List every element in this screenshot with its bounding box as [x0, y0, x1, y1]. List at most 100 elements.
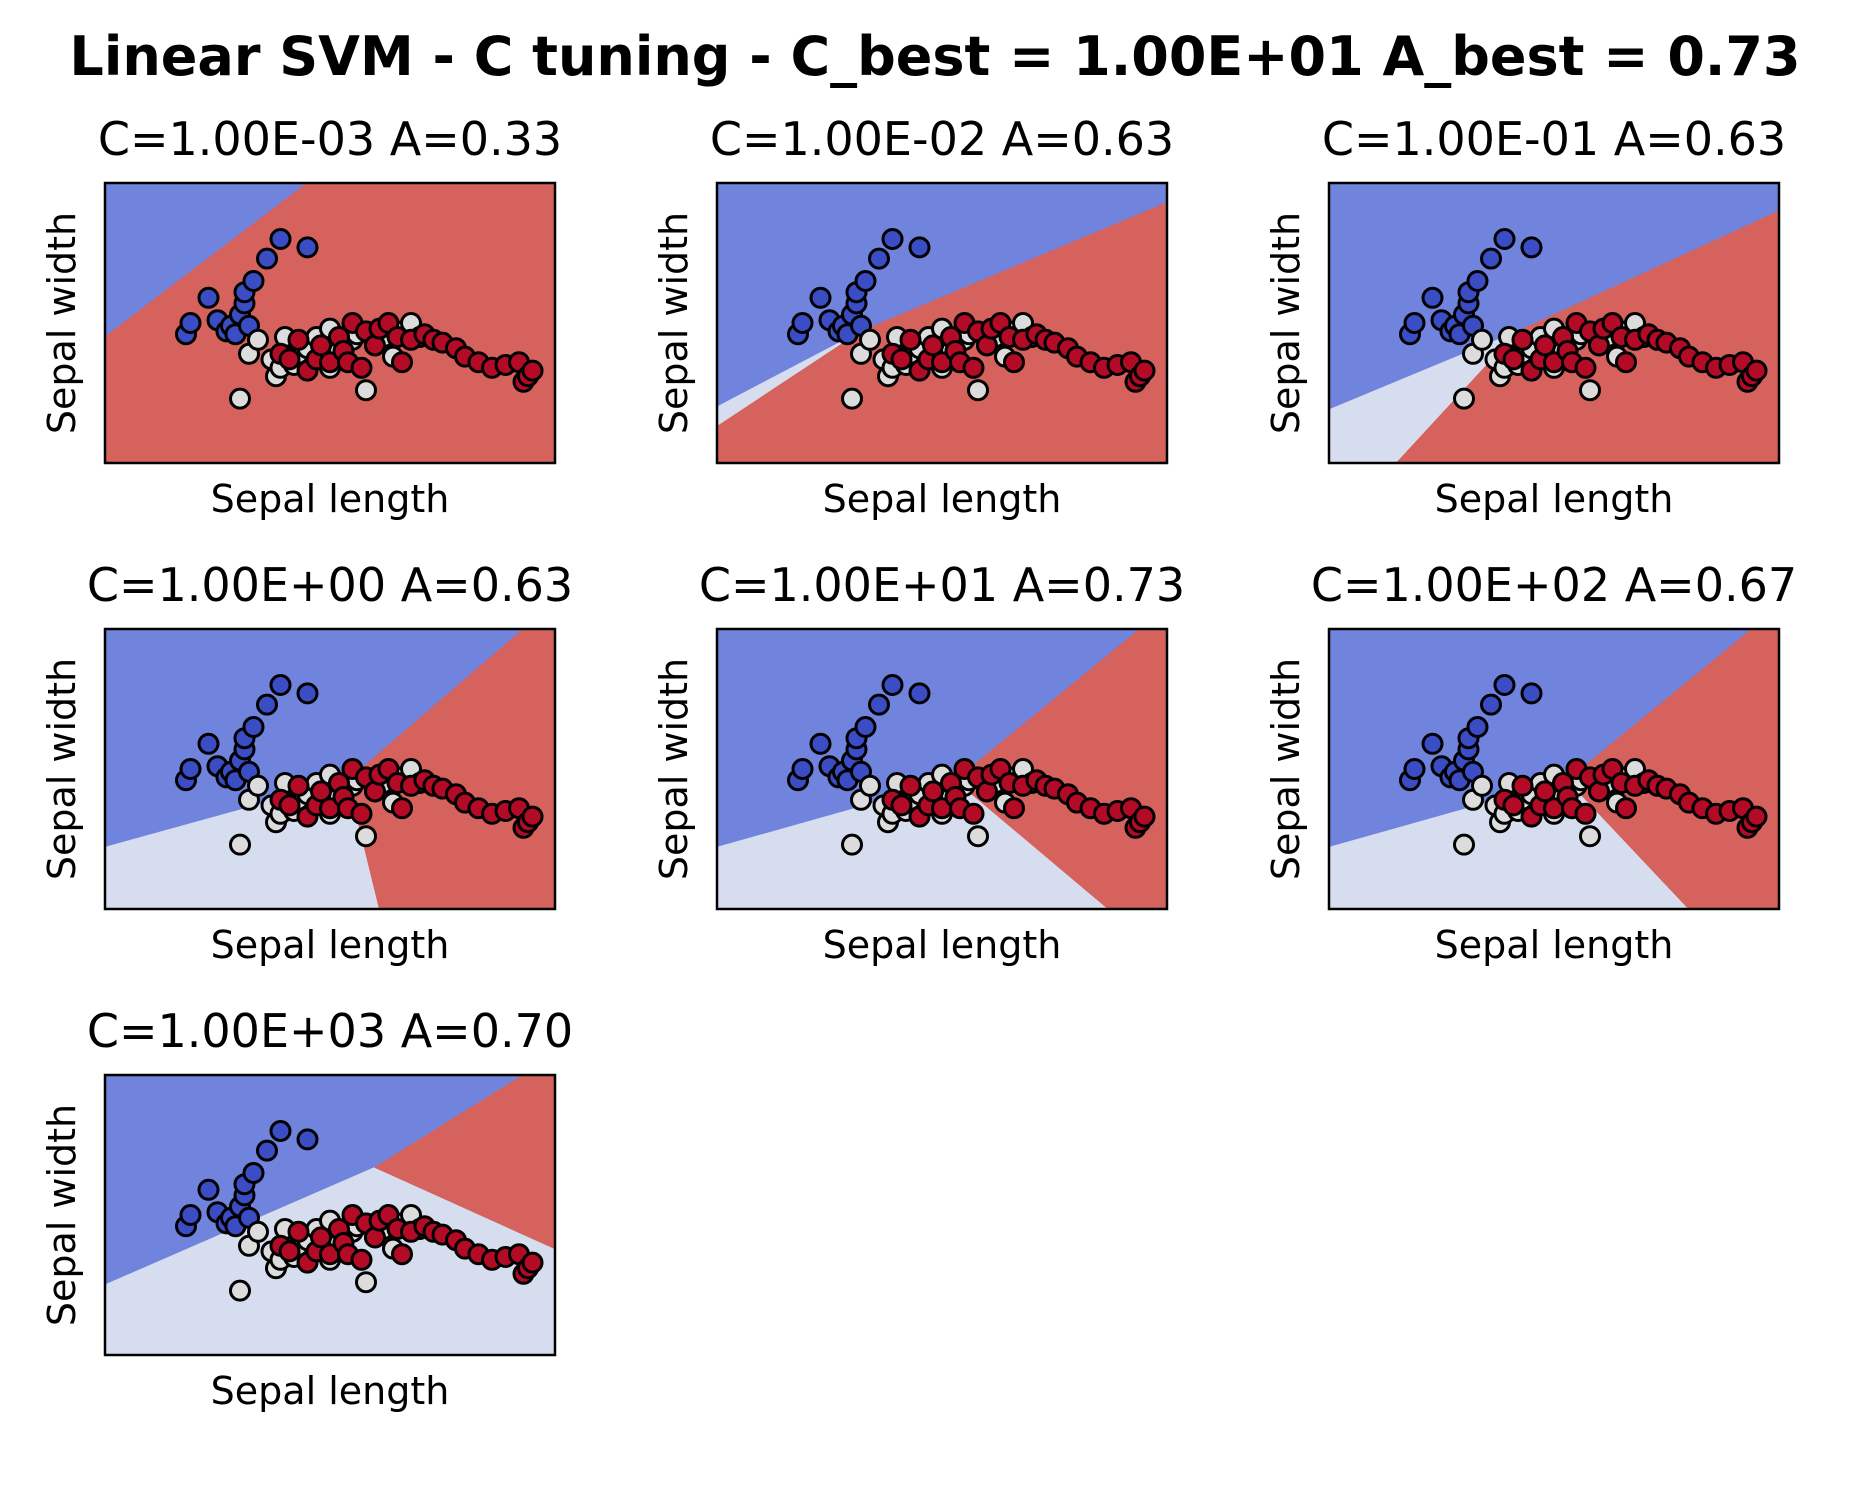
data-point-class-1: [841, 387, 863, 410]
data-point-class-1: [229, 387, 251, 410]
axes-frame: [1327, 627, 1781, 911]
data-point-class-0: [809, 732, 832, 755]
data-point-class-0: [1493, 674, 1516, 696]
data-point-class-2: [391, 797, 413, 820]
y-axis-label: Sepal width: [1264, 212, 1308, 434]
data-point-class-2: [899, 328, 922, 351]
data-point-class-1: [967, 825, 989, 848]
data-point-class-2: [350, 802, 373, 825]
data-point-class-0: [179, 312, 202, 334]
data-point-class-0: [1403, 312, 1426, 334]
x-axis-label: Sepal length: [211, 477, 450, 521]
data-point-class-1: [841, 833, 863, 856]
data-point-class-0: [256, 1139, 278, 1162]
data-point-class-0: [256, 247, 278, 270]
axes-frame: [715, 627, 1169, 911]
data-point-class-1: [229, 833, 251, 856]
subplot-1: C=1.00E-03 A=0.33 Sepal length Sepal width: [40, 112, 562, 521]
data-point-class-0: [242, 1162, 265, 1184]
subplot-title: C=1.00E+03 A=0.70: [87, 1004, 573, 1058]
data-point-class-2: [278, 794, 301, 817]
data-point-class-2: [1003, 351, 1025, 374]
data-point-class-0: [791, 312, 814, 334]
data-point-class-1: [1471, 328, 1493, 351]
data-point-class-1: [355, 379, 377, 402]
y-axis-label: Sepal width: [40, 212, 84, 434]
subplot-2: C=1.00E-02 A=0.63 Sepal length Sepal width: [652, 112, 1174, 521]
subplot-6: C=1.00E+02 A=0.67 Sepal length Sepal width: [1264, 558, 1797, 967]
data-point-class-1: [247, 328, 269, 351]
data-point-class-1: [355, 1271, 377, 1294]
data-point-class-2: [1511, 328, 1534, 351]
data-point-class-2: [287, 328, 310, 351]
data-point-class-1: [1453, 833, 1475, 856]
subplot-3: C=1.00E-01 A=0.63 Sepal length Sepal width: [1264, 112, 1786, 521]
x-axis-label: Sepal length: [211, 923, 450, 967]
data-point-class-1: [247, 774, 269, 797]
axes-frame: [715, 181, 1169, 465]
subplot-5: C=1.00E+01 A=0.73 Sepal length Sepal width: [652, 558, 1185, 967]
data-point-class-0: [809, 286, 832, 309]
data-point-class-2: [962, 356, 985, 379]
data-point-class-2: [310, 334, 332, 357]
subplot-title: C=1.00E-01 A=0.63: [1322, 112, 1786, 166]
data-point-class-2: [1534, 780, 1556, 803]
data-point-class-0: [791, 758, 814, 780]
x-axis-label: Sepal length: [1435, 923, 1674, 967]
data-point-class-2: [1003, 797, 1025, 820]
subplot-4: C=1.00E+00 A=0.63 Sepal length Sepal width: [40, 558, 573, 967]
data-point-class-0: [1421, 286, 1444, 309]
data-point-class-2: [899, 774, 922, 797]
data-point-class-1: [1453, 387, 1475, 410]
data-point-class-2: [1502, 348, 1525, 371]
data-point-class-0: [881, 228, 904, 250]
y-axis-label: Sepal width: [40, 658, 84, 880]
data-point-class-2: [521, 1251, 544, 1274]
subplot-title: C=1.00E+01 A=0.73: [699, 558, 1185, 612]
data-point-class-0: [1403, 758, 1426, 780]
data-point-class-0: [296, 1128, 319, 1151]
data-point-class-0: [1520, 682, 1543, 705]
data-point-class-2: [1745, 805, 1768, 828]
axes-frame: [103, 181, 557, 465]
data-point-class-0: [242, 716, 265, 738]
data-point-class-0: [296, 682, 319, 705]
data-point-class-1: [859, 774, 881, 797]
data-point-class-2: [391, 1243, 413, 1266]
axes-frame: [1327, 181, 1781, 465]
data-point-class-0: [197, 1178, 220, 1201]
data-point-class-1: [967, 379, 989, 402]
data-point-class-2: [1574, 802, 1597, 825]
data-point-class-0: [269, 1120, 292, 1142]
data-point-class-0: [197, 286, 220, 309]
data-point-class-1: [229, 1279, 251, 1302]
data-point-class-2: [890, 348, 913, 371]
data-point-class-1: [1471, 774, 1493, 797]
y-axis-label: Sepal width: [1264, 658, 1308, 880]
data-point-class-0: [296, 236, 319, 259]
subplot-title: C=1.00E+00 A=0.63: [87, 558, 573, 612]
data-point-class-2: [521, 805, 544, 828]
data-point-class-0: [256, 693, 278, 716]
data-point-class-0: [1421, 732, 1444, 755]
data-point-class-0: [179, 1204, 202, 1226]
data-point-class-2: [391, 351, 413, 374]
x-axis-label: Sepal length: [823, 923, 1062, 967]
data-point-class-0: [854, 716, 877, 738]
data-point-class-1: [859, 328, 881, 351]
x-axis-label: Sepal length: [1435, 477, 1674, 521]
x-axis-label: Sepal length: [823, 477, 1062, 521]
y-axis-label: Sepal width: [40, 1104, 84, 1326]
data-point-class-0: [1466, 716, 1489, 738]
y-axis-label: Sepal width: [652, 212, 696, 434]
data-point-class-0: [868, 693, 890, 716]
data-point-class-2: [1511, 774, 1534, 797]
data-point-class-2: [350, 1248, 373, 1271]
data-point-class-2: [1534, 334, 1556, 357]
axes-frame: [103, 627, 557, 911]
data-point-class-0: [854, 270, 877, 292]
data-point-class-0: [1480, 693, 1502, 716]
data-point-class-2: [310, 780, 332, 803]
data-point-class-0: [881, 674, 904, 696]
